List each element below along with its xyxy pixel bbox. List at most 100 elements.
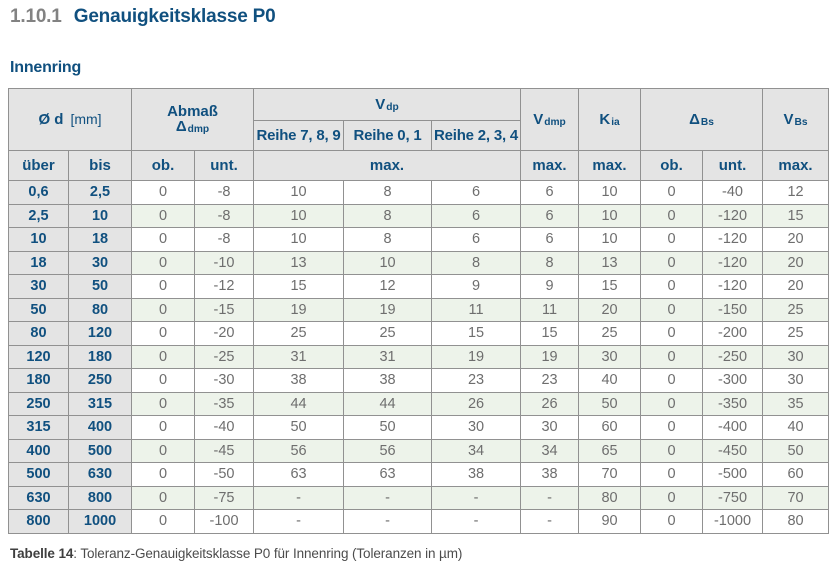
cell-value: 15 <box>762 203 830 228</box>
cell-value: 25 <box>578 321 642 346</box>
cell-value: 31 <box>343 344 433 369</box>
cell-value: 0 <box>640 321 704 346</box>
cell-bis: 30 <box>67 250 133 275</box>
diameter-symbol: Ø d <box>38 111 64 128</box>
cell-value: 0 <box>131 509 196 534</box>
cell-value: 0 <box>131 203 196 228</box>
table-body: 0,6 2,5 0 -8 10 8 6 6 10 0 -40 12 2,5 10 0 -8 10 8 6 6 10 0 -1… <box>8 180 830 534</box>
cell-value: 63 <box>343 462 433 487</box>
cell-ueber: 315 <box>8 415 69 440</box>
cell-ueber: 30 <box>8 274 69 299</box>
cell-value: 6 <box>431 227 522 252</box>
cell-value: 38 <box>253 368 345 393</box>
cell-ueber: 250 <box>8 391 69 416</box>
cell-value: 0 <box>640 368 704 393</box>
cell-value: - <box>520 509 580 534</box>
cell-value: -300 <box>702 368 764 393</box>
cell-value: 30 <box>520 415 580 440</box>
cell-value: -450 <box>702 438 764 463</box>
table-row: 630 800 0 -75- - - -80 0 -750 70 <box>8 485 830 510</box>
cell-value: -120 <box>702 227 764 252</box>
cell-value: 0 <box>131 344 196 369</box>
col-header-max-vdmp: max. <box>520 150 580 181</box>
cell-value: 8 <box>431 250 522 275</box>
cell-value: 0 <box>640 485 704 510</box>
cell-value: 0 <box>131 391 196 416</box>
cell-value: 31 <box>253 344 345 369</box>
cell-value: 25 <box>762 321 830 346</box>
cell-value: -100 <box>194 509 255 534</box>
col-header-unt: unt. <box>194 150 255 181</box>
cell-value: 12 <box>762 180 830 205</box>
cell-value: -120 <box>702 274 764 299</box>
cell-value: 23 <box>431 368 522 393</box>
table-row: 10 18 0 -8 10 8 6 6 10 0 -120 20 <box>8 227 830 252</box>
col-group-delta-bs: ΔBs <box>640 88 764 151</box>
col-header-ueber: über <box>8 150 69 181</box>
cell-value: 6 <box>520 180 580 205</box>
cell-value: 8 <box>343 203 433 228</box>
cell-value: 44 <box>343 391 433 416</box>
cell-value: 0 <box>131 274 196 299</box>
cell-value: 0 <box>131 297 196 322</box>
table-row: 50 80 0 -15 19 19 11 11 20 0 -150 25 <box>8 297 830 322</box>
cell-value: 8 <box>520 250 580 275</box>
col-header-max-vdp: max. <box>253 150 522 181</box>
cell-value: -150 <box>702 297 764 322</box>
cell-ueber: 10 <box>8 227 69 252</box>
cell-value: 30 <box>578 344 642 369</box>
cell-value: -50 <box>194 462 255 487</box>
cell-value: 9 <box>431 274 522 299</box>
abmass-symbol: Δ <box>175 117 187 135</box>
section-title: Genauigkeitsklasse P0 <box>73 6 276 27</box>
col-header-unt-bs: unt. <box>702 150 764 181</box>
cell-bis: 630 <box>67 462 133 487</box>
cell-value: 26 <box>431 391 522 416</box>
cell-value: 70 <box>578 462 642 487</box>
cell-value: 38 <box>431 462 522 487</box>
cell-value: 10 <box>578 180 642 205</box>
cell-value: 0 <box>640 203 704 228</box>
cell-value: 19 <box>343 297 433 322</box>
cell-value: 0 <box>640 415 704 440</box>
cell-bis: 1000 <box>67 509 133 534</box>
cell-value: -8 <box>194 227 255 252</box>
cell-value: -20 <box>194 321 255 346</box>
cell-value: -40 <box>194 415 255 440</box>
table-row: 250 315 0 -35 44 44 26 26 50 0 -350 35 <box>8 391 830 416</box>
cell-bis: 18 <box>67 227 133 252</box>
col-header-max-vbs: max. <box>762 150 830 181</box>
col-header-ob-bs: ob. <box>640 150 704 181</box>
subtitle-innenring: Innenring <box>10 59 82 76</box>
cell-value: 50 <box>578 391 642 416</box>
cell-bis: 10 <box>67 203 133 228</box>
table-row: 2,5 10 0 -8 10 8 6 6 10 0 -120 15 <box>8 203 830 228</box>
caption-label: Tabelle 14 <box>10 545 74 561</box>
cell-ueber: 500 <box>8 462 69 487</box>
cell-value: -500 <box>702 462 764 487</box>
cell-value: -200 <box>702 321 764 346</box>
cell-value: 0 <box>131 180 196 205</box>
cell-ueber: 80 <box>8 321 69 346</box>
cell-value: 0 <box>131 250 196 275</box>
cell-value: - <box>343 509 433 534</box>
cell-value: 0 <box>640 391 704 416</box>
cell-value: 60 <box>762 462 830 487</box>
cell-value: 0 <box>640 250 704 275</box>
cell-value: 0 <box>131 321 196 346</box>
cell-value: 0 <box>640 462 704 487</box>
cell-value: 11 <box>431 297 522 322</box>
cell-value: -120 <box>702 250 764 275</box>
abmass-subscript: dmp <box>187 123 210 135</box>
diameter-unit: [mm] <box>70 111 102 127</box>
col-group-vdp: Vdp <box>253 88 522 121</box>
cell-value: -25 <box>194 344 255 369</box>
cell-ueber: 50 <box>8 297 69 322</box>
cell-ueber: 630 <box>8 485 69 510</box>
cell-value: 19 <box>520 344 580 369</box>
cell-value: -10 <box>194 250 255 275</box>
cell-value: 0 <box>640 438 704 463</box>
cell-value: - <box>431 485 522 510</box>
table-row: 80 120 0 -20 25 25 15 15 25 0 -200 25 <box>8 321 830 346</box>
